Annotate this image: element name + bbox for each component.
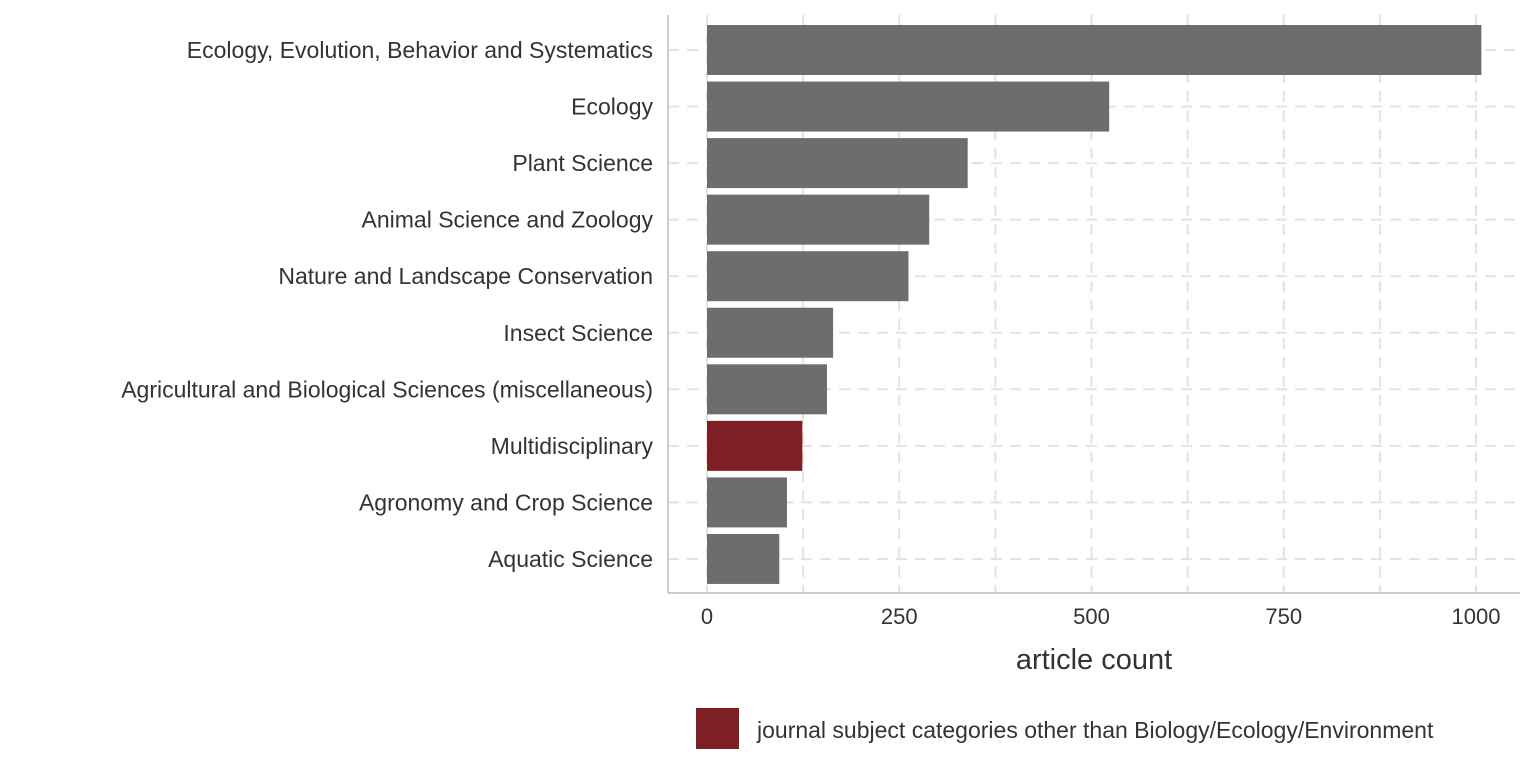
x-tick-labels: 0 250 500 750 1000 <box>701 604 1501 629</box>
x-axis-title: article count <box>1016 644 1172 676</box>
bar <box>707 25 1482 75</box>
category-label: Agronomy and Crop Science <box>359 489 653 515</box>
bar <box>707 251 909 302</box>
category-label: Nature and Landscape Conservation <box>278 263 653 289</box>
bar <box>707 533 780 584</box>
category-label: Ecology, Evolution, Behavior and Systema… <box>187 37 653 63</box>
x-tick-label: 750 <box>1265 604 1302 629</box>
legend-swatch <box>696 708 739 749</box>
category-label: Multidisciplinary <box>491 433 654 459</box>
bar <box>707 307 834 358</box>
bar <box>707 81 1110 132</box>
category-label: Agricultural and Biological Sciences (mi… <box>121 376 653 402</box>
category-label: Aquatic Science <box>488 546 653 572</box>
bar <box>707 194 930 245</box>
category-label: Insect Science <box>503 320 653 346</box>
x-tick-label: 0 <box>701 604 713 629</box>
legend-label: journal subject categories other than Bi… <box>756 717 1434 743</box>
category-label: Ecology <box>571 94 653 120</box>
bar <box>707 138 968 189</box>
x-tick-label: 500 <box>1073 604 1110 629</box>
legend: journal subject categories other than Bi… <box>696 708 1434 749</box>
bar <box>707 477 787 528</box>
bars <box>707 25 1482 584</box>
bar <box>707 420 803 471</box>
category-label: Animal Science and Zoology <box>362 207 654 233</box>
x-tick-label: 250 <box>881 604 918 629</box>
x-tick-label: 1000 <box>1452 604 1501 629</box>
category-label: Plant Science <box>512 150 653 176</box>
axes <box>667 15 1520 594</box>
bar <box>707 364 827 415</box>
category-labels: Ecology, Evolution, Behavior and Systema… <box>121 37 653 572</box>
